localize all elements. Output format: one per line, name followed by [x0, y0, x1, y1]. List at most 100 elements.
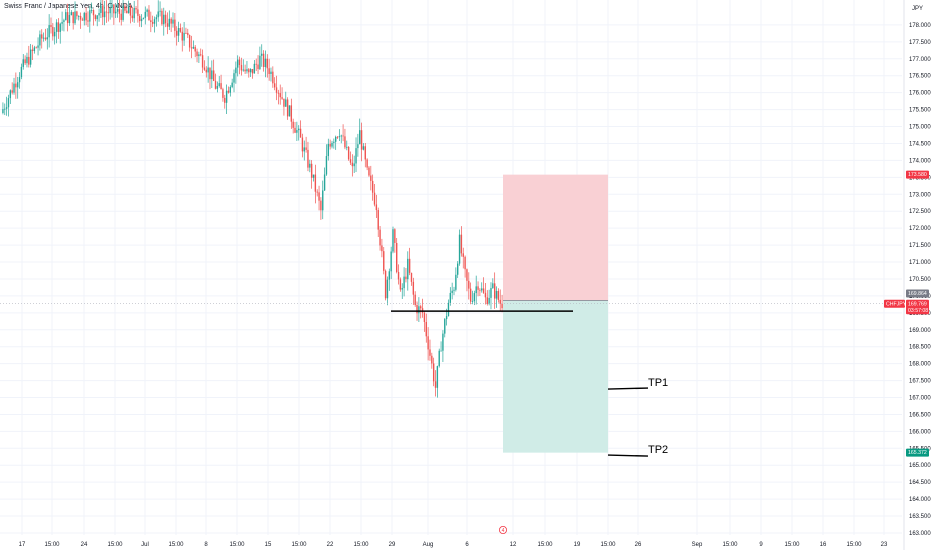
time-tick-label: 15:00 — [846, 542, 862, 548]
candle-body — [453, 289, 455, 291]
candle-body — [111, 4, 113, 8]
symbol-price-tag-text: 03:57:08 — [908, 308, 928, 314]
take-profit-zone[interactable] — [503, 300, 608, 453]
candle-body — [431, 355, 433, 364]
candle-body — [323, 174, 326, 191]
candle-body — [187, 32, 189, 36]
candle-body — [24, 59, 26, 64]
event-marker-label: 4 — [502, 528, 505, 534]
candle-body — [397, 271, 400, 280]
candle-body — [94, 15, 97, 20]
candle-body — [438, 350, 440, 367]
candle-body — [262, 53, 265, 68]
time-tick-label: 22 — [327, 542, 334, 548]
drawings[interactable]: TP1 TP2 4 — [0, 303, 902, 535]
candle-body — [349, 159, 352, 163]
time-tick-label: 8 — [204, 542, 208, 548]
target-price-tag-bg — [906, 448, 929, 457]
candle-body — [227, 90, 230, 93]
candle-body — [296, 130, 298, 133]
candle-body — [379, 229, 381, 246]
event-marker-circle — [498, 526, 507, 535]
candle-body — [150, 20, 152, 23]
candle-body — [416, 304, 418, 314]
candle-body — [423, 312, 426, 322]
event-marker[interactable]: 4 — [498, 526, 507, 535]
candle-body — [360, 130, 363, 150]
candle-body — [15, 83, 17, 88]
candle-body — [371, 180, 374, 193]
long-position-tool[interactable] — [503, 174, 608, 453]
candle-body — [418, 306, 420, 314]
candle-body — [181, 31, 183, 41]
candle-body — [100, 5, 102, 13]
tp2-line[interactable] — [607, 454, 649, 457]
candle-body — [340, 135, 342, 137]
candle-body — [285, 99, 287, 107]
candle-body — [353, 163, 355, 167]
price-tick-label: 172.000 — [909, 226, 931, 232]
candle-body — [281, 97, 283, 99]
candle-body — [42, 37, 45, 39]
candle-body — [166, 23, 169, 27]
candle-body — [488, 297, 490, 304]
candle-body — [414, 294, 416, 305]
candle-body — [59, 23, 61, 32]
candle-body — [336, 136, 339, 138]
symbol-title[interactable]: Swiss Franc / Japanese Yen, 4h, OANDA — [4, 3, 133, 10]
candle-body — [222, 89, 224, 98]
candle-body — [70, 12, 73, 16]
candle-body — [126, 10, 128, 14]
candle-body — [233, 73, 235, 83]
price-tick-label: 171.000 — [909, 260, 931, 266]
candle-body — [65, 12, 67, 21]
candle-body — [479, 289, 481, 291]
candle-body — [13, 83, 15, 93]
candle-body — [190, 47, 193, 49]
tp1-label: TP1 — [648, 377, 668, 389]
candle-body — [66, 12, 69, 24]
candle-body — [211, 70, 213, 80]
candle-body — [432, 363, 435, 382]
price-tick-label: 177.500 — [909, 40, 931, 46]
candle-body — [408, 258, 411, 273]
time-tick-label: 15:00 — [722, 542, 738, 548]
candle-body — [78, 15, 80, 17]
time-tick-label: 15:00 — [353, 542, 369, 548]
candle-body — [309, 163, 311, 168]
time-tick-label: Aug — [423, 542, 434, 548]
price-tick-label: 164.000 — [909, 497, 931, 503]
time-tick-label: Jul — [141, 542, 149, 548]
price-axis[interactable]: JPY 178.000 177.500 177.000 176.500 176.000 17… — [903, 0, 931, 550]
time-tick-label: 6 — [465, 542, 469, 548]
time-tick-label: 15:00 — [784, 542, 800, 548]
time-tick-label: 15:00 — [168, 542, 184, 548]
candle-body — [235, 67, 237, 74]
candle-body — [390, 251, 392, 272]
candle-body — [41, 34, 43, 39]
candle-body — [403, 276, 405, 289]
candle-body — [445, 316, 448, 320]
candle-body — [26, 56, 28, 64]
candle-body — [477, 286, 479, 290]
candle-body — [362, 146, 365, 150]
candle-body — [135, 8, 137, 10]
candle-body — [327, 143, 329, 157]
candle-body — [50, 25, 52, 27]
candle-body — [146, 9, 148, 12]
candle-body — [288, 105, 291, 117]
candle-body — [462, 253, 464, 257]
candle-body — [140, 18, 143, 22]
candle-body — [303, 147, 305, 152]
candle-body — [451, 290, 453, 293]
tp1-line[interactable] — [607, 387, 649, 390]
candle-body — [120, 13, 122, 20]
candle-body — [383, 251, 385, 271]
candle-body — [139, 15, 141, 22]
stop-loss-zone[interactable] — [503, 174, 608, 301]
candle-body — [177, 28, 180, 36]
candle-body — [90, 10, 93, 11]
time-axis[interactable]: 17 15:00 24 15:00 Jul 15:00 8 15:00 15 15:00 22 15:… — [19, 542, 888, 548]
candle-body — [464, 256, 466, 270]
